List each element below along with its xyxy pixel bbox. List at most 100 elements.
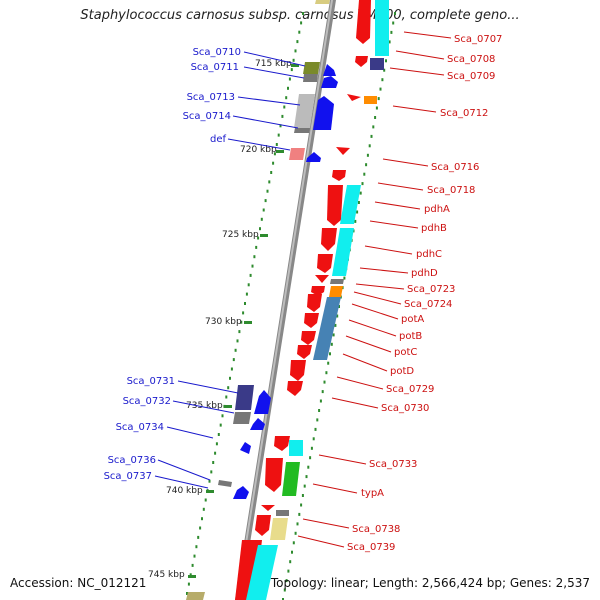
scale-labels: 715 kbp 720 kbp 725 kbp 730 kbp 735 kbp … bbox=[148, 59, 292, 580]
gene-sca0734 bbox=[240, 442, 251, 454]
label-sca0730: Sca_0730 bbox=[381, 403, 429, 414]
scale-dot bbox=[262, 208, 265, 212]
label-sca0707: Sca_0707 bbox=[454, 34, 502, 45]
gene-sca0714a bbox=[313, 96, 334, 130]
gene-sca0731b bbox=[254, 390, 271, 414]
scale-dot bbox=[288, 77, 291, 81]
scale-dot bbox=[225, 395, 228, 399]
scale-dot bbox=[338, 305, 340, 308]
scale-dot bbox=[302, 12, 304, 15]
scale-dot bbox=[296, 40, 299, 44]
gene-sca0736 bbox=[218, 480, 232, 487]
gene-potA bbox=[307, 294, 322, 312]
scale-dot bbox=[361, 182, 364, 186]
scale-dot bbox=[259, 227, 261, 231]
scale-dot bbox=[277, 133, 280, 137]
tick-725 bbox=[260, 234, 268, 237]
scale-dot bbox=[292, 541, 295, 545]
scale-dot bbox=[197, 535, 200, 539]
scale-dot bbox=[300, 21, 303, 25]
scale-dot bbox=[307, 465, 310, 469]
scale-dot bbox=[323, 380, 326, 384]
right-gene-labels: Sca_0707 Sca_0708 Sca_0709 Sca_0712 Sca_… bbox=[347, 34, 502, 553]
scale-dot bbox=[281, 114, 284, 118]
label-sca0738: Sca_0738 bbox=[352, 524, 400, 535]
scale-dot bbox=[366, 153, 369, 157]
scale-dot bbox=[199, 526, 202, 530]
gene-cyan-5 bbox=[246, 545, 278, 600]
scale-dot bbox=[268, 180, 271, 184]
scale-label-745: 745 kbp bbox=[148, 570, 185, 580]
label-sca0716: Sca_0716 bbox=[431, 162, 479, 173]
scale-dot bbox=[291, 550, 293, 554]
gene-sca0711-gray bbox=[303, 74, 318, 82]
scale-dot bbox=[385, 59, 387, 63]
scale-dot bbox=[392, 21, 395, 25]
gene-sca0731 bbox=[235, 385, 254, 410]
label-pdhD: pdhD bbox=[411, 268, 438, 279]
forward-outer-track bbox=[235, 0, 371, 600]
scale-dot bbox=[388, 40, 391, 44]
label-pdhC: pdhC bbox=[416, 249, 442, 260]
gene-gray-1 bbox=[330, 279, 344, 284]
scale-dot-tracks bbox=[186, 12, 396, 600]
scale-dot bbox=[325, 371, 328, 375]
tick-730 bbox=[244, 321, 252, 324]
scale-dot bbox=[289, 560, 292, 564]
scale-dot bbox=[210, 470, 213, 474]
scale-ticks bbox=[188, 64, 299, 578]
scale-dot bbox=[236, 339, 239, 343]
scale-dot bbox=[240, 320, 243, 324]
gene-sca0732 bbox=[233, 412, 251, 424]
scale-dot bbox=[336, 314, 339, 318]
gene-steel-1 bbox=[313, 297, 341, 360]
scale-dot bbox=[186, 592, 188, 595]
gene-sca0707 bbox=[356, 0, 371, 44]
gene-pdhD bbox=[317, 254, 333, 273]
reverse-tracks bbox=[186, 0, 338, 600]
scale-dot bbox=[195, 545, 198, 549]
scale-dot bbox=[316, 418, 319, 422]
scale-dot bbox=[255, 245, 258, 249]
scale-dot bbox=[249, 273, 252, 277]
scale-dot bbox=[285, 579, 288, 583]
scale-dot bbox=[303, 484, 306, 488]
gene-orange-2 bbox=[329, 286, 343, 297]
scale-dot bbox=[370, 134, 373, 138]
scale-dot bbox=[202, 507, 205, 511]
gene-sca0724 bbox=[311, 286, 325, 296]
scale-dot bbox=[266, 189, 269, 193]
left-callout-lines bbox=[154, 51, 306, 489]
scale-dot bbox=[245, 292, 248, 296]
scale-dot bbox=[294, 49, 297, 53]
scale-dot bbox=[264, 199, 267, 203]
scale-dot bbox=[372, 125, 375, 129]
scale-dot bbox=[270, 171, 273, 174]
scale-dot bbox=[244, 302, 246, 305]
gene-pdhC bbox=[321, 228, 337, 251]
gene-sca0711b bbox=[321, 76, 338, 88]
forward-inner-track bbox=[246, 0, 389, 600]
genome-axis-highlight bbox=[236, 0, 333, 600]
scale-dot bbox=[215, 442, 218, 446]
tick-720 bbox=[276, 150, 284, 153]
scale-dot bbox=[356, 210, 359, 214]
scale-dot bbox=[394, 12, 396, 15]
label-potD: potD bbox=[390, 366, 414, 377]
scale-dot bbox=[217, 433, 220, 436]
gene-sca0729 bbox=[290, 360, 306, 381]
scale-dot bbox=[242, 311, 245, 315]
scale-label-740: 740 kbp bbox=[166, 486, 203, 496]
scale-dot bbox=[375, 106, 378, 110]
scale-dot bbox=[321, 390, 324, 394]
scale-dot bbox=[319, 399, 322, 403]
scale-dot bbox=[219, 423, 222, 427]
scale-dot bbox=[314, 427, 317, 431]
scale-dot bbox=[309, 456, 312, 460]
gene-cyan-1 bbox=[375, 0, 389, 56]
label-potA: potA bbox=[401, 314, 424, 325]
gene-sca0713 bbox=[294, 94, 315, 128]
gene-green-1 bbox=[282, 462, 300, 496]
scale-dot bbox=[327, 361, 330, 365]
